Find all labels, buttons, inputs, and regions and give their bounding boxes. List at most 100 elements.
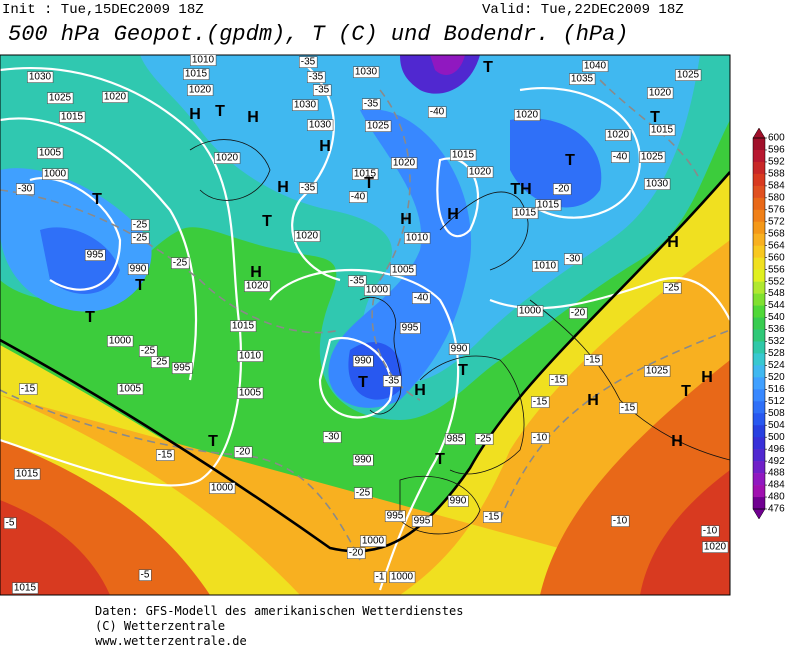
pressure-center-label: H [447, 206, 459, 223]
isobar-label: 1015 [651, 125, 674, 136]
label-box [663, 282, 682, 294]
isobar-label: 1025 [49, 93, 72, 104]
label-box [391, 157, 418, 169]
label-box [584, 354, 603, 366]
label-box [171, 362, 193, 374]
pressure-center-label: H [701, 369, 713, 386]
colorbar-tick-label: 600 [768, 133, 785, 144]
label-box [27, 71, 54, 83]
label-box [307, 71, 326, 83]
valid-time: Valid: Tue,22DEC2009 18Z [482, 2, 684, 18]
label-box [512, 207, 539, 219]
label-box [517, 305, 544, 317]
label-box [531, 396, 550, 408]
pressure-center-label: T [435, 451, 445, 468]
label-box [19, 383, 38, 395]
temperature-label: -25 [133, 220, 148, 231]
field-cold-core-inner [430, 55, 465, 75]
label-box [187, 84, 214, 96]
colorbar-tick-label: 540 [768, 312, 785, 323]
label-box [675, 69, 702, 81]
label-box [447, 495, 469, 507]
isobar-label: 995 [174, 363, 191, 374]
colorbar-swatch [753, 257, 765, 270]
temperature-label: -40 [613, 152, 628, 163]
colorbar-tick-label: 476 [768, 504, 785, 515]
pressure-center-label: T [262, 213, 272, 230]
colorbar-swatch [753, 161, 765, 175]
colorbar-swatch [753, 138, 765, 151]
field-darkred-west [0, 500, 110, 595]
label-box [701, 525, 720, 537]
colorbar-tick-label: 568 [768, 228, 785, 239]
pressure-center-label: T [85, 309, 95, 326]
pressure-center-label: H [414, 382, 426, 399]
colorbar-swatch [753, 449, 765, 462]
isobar-label: 1020 [189, 85, 212, 96]
label-box [37, 147, 64, 159]
isobar-label: 1030 [646, 179, 669, 190]
isobar-label: 990 [355, 455, 372, 466]
pressure-center-label: H [247, 109, 259, 126]
label-box [139, 345, 158, 357]
pressure-center-label: H [319, 138, 331, 155]
label-box [237, 387, 264, 399]
temperature-label: -25 [477, 434, 492, 445]
label-box [307, 119, 334, 131]
colorbar-top-cap [752, 127, 766, 139]
colorbar-swatch [753, 401, 765, 414]
label-box [412, 292, 431, 304]
colorbar-swatch [753, 497, 765, 510]
isobar-label: 1020 [704, 542, 727, 553]
temperature-label: -10 [703, 526, 718, 537]
label-box [42, 168, 69, 180]
label-box [428, 106, 447, 118]
temperature-label: -25 [356, 488, 371, 499]
temperature-label: -35 [309, 72, 324, 83]
label-box [364, 284, 391, 296]
colorbar-swatch [753, 317, 765, 330]
temperature-label: -20 [571, 308, 586, 319]
temperature-label: -30 [18, 184, 33, 195]
colorbar-swatch [753, 341, 765, 354]
colorbar-tick-label: 584 [768, 181, 785, 192]
pressure-center-label: T [135, 277, 145, 294]
label-box [131, 219, 150, 231]
temperature-label: -1 [376, 572, 385, 583]
isobar-label: 1020 [516, 110, 539, 121]
label-box [475, 433, 494, 445]
label-box [214, 152, 241, 164]
pressure-center-label: T [681, 383, 691, 400]
colorbar-swatch [753, 473, 765, 486]
isobar-label: 1030 [294, 100, 317, 111]
colorbar-tick-label: 588 [768, 169, 785, 180]
isobar-label: 1035 [571, 74, 594, 85]
colorbar-tick-label: 520 [768, 372, 785, 383]
isobar-label: 1015 [61, 112, 84, 123]
colorbar-tick-label: 528 [768, 348, 785, 359]
isobar-label: 1000 [362, 536, 385, 547]
colorbar-swatch [753, 365, 765, 378]
temperature-label: -35 [315, 85, 330, 96]
isobar-label: 990 [450, 496, 467, 507]
isobar-label: 1010 [534, 261, 557, 272]
label-box [553, 183, 572, 195]
isobar-label: 1000 [211, 483, 234, 494]
label-box [644, 365, 671, 377]
isobar-label: 1000 [109, 336, 132, 347]
colorbar-tick-label: 596 [768, 145, 785, 156]
label-box [389, 571, 416, 583]
pressure-center-label: H [250, 264, 262, 281]
temperature-label: -35 [301, 183, 316, 194]
colorbar-swatch [753, 185, 765, 199]
label-box [102, 91, 129, 103]
colorbar-tick-label: 492 [768, 456, 785, 467]
temperature-label: -15 [551, 375, 566, 386]
label-box [171, 257, 190, 269]
isobar-label: 1005 [239, 388, 262, 399]
pressure-center-label: T [92, 191, 102, 208]
label-box [384, 510, 406, 522]
label-box [483, 511, 502, 523]
temperature-label: -35 [350, 276, 365, 287]
label-box [347, 547, 366, 559]
